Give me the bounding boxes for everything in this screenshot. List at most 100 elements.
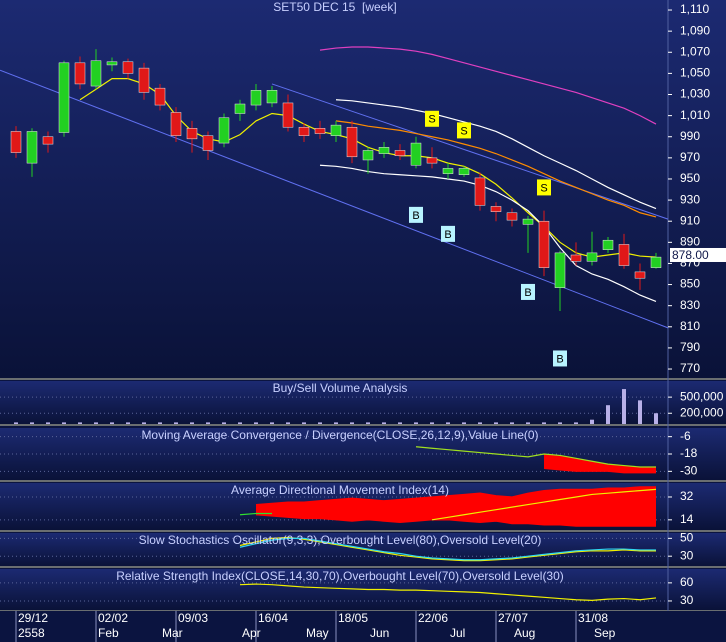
bar xyxy=(270,422,274,424)
x-tick-label: 22/06 xyxy=(418,611,448,625)
line xyxy=(239,536,656,562)
y-tick-label: -30 xyxy=(680,464,698,478)
bar xyxy=(94,422,98,424)
bar xyxy=(398,422,402,424)
y-tick-label: 930 xyxy=(680,192,700,206)
bar xyxy=(350,422,354,424)
bar xyxy=(382,422,386,424)
bar xyxy=(526,422,530,424)
signal-box xyxy=(441,225,455,242)
bar xyxy=(14,422,18,424)
candle-body xyxy=(538,220,550,268)
x-tick-label: 09/03 xyxy=(178,611,208,625)
candle-body xyxy=(634,271,646,279)
bar xyxy=(654,413,658,424)
line xyxy=(415,446,656,468)
bar xyxy=(238,422,242,424)
bar xyxy=(638,400,642,424)
x-month-label: Apr xyxy=(242,626,261,640)
candle-body xyxy=(554,252,566,288)
x-tick-label: 18/05 xyxy=(338,611,368,625)
candle-body xyxy=(570,254,582,262)
y-tick-label: 500,000 xyxy=(680,389,724,403)
candle-body xyxy=(234,103,246,114)
panel-title: Buy/Sell Volume Analysis xyxy=(273,381,408,395)
line xyxy=(239,583,657,601)
candle-body xyxy=(26,131,38,164)
x-month-label: Mar xyxy=(162,626,183,640)
line xyxy=(543,467,656,474)
y-tick-label: 1,030 xyxy=(680,87,710,101)
candle-body xyxy=(602,239,614,250)
bar xyxy=(590,419,594,424)
x-tick-label: 02/02 xyxy=(98,611,128,625)
panel-bg xyxy=(0,0,726,378)
candle-body xyxy=(426,157,438,164)
signal-label: S xyxy=(540,182,547,194)
bar xyxy=(462,422,466,424)
y-tick-label: 850 xyxy=(680,277,700,291)
y-tick-label: 890 xyxy=(680,234,700,248)
y-tick-label: 830 xyxy=(680,298,700,312)
bar xyxy=(126,422,130,424)
bar xyxy=(622,389,626,424)
y-tick-label: 1,110 xyxy=(680,2,709,16)
signal-box xyxy=(457,122,471,139)
x-tick-label: 27/07 xyxy=(498,611,528,625)
candle-body xyxy=(266,90,278,104)
y-tick-label: 1,090 xyxy=(680,23,710,37)
candle-body xyxy=(298,126,310,136)
signal-label: B xyxy=(556,353,563,365)
x-month-label: 2558 xyxy=(18,626,45,640)
candle-body xyxy=(74,62,86,85)
signal-box xyxy=(425,110,439,127)
line xyxy=(431,488,657,521)
bar xyxy=(430,422,434,424)
y-tick-label: 30 xyxy=(680,548,694,562)
x-month-label: May xyxy=(306,626,329,640)
candle-body xyxy=(346,126,358,158)
bar xyxy=(446,422,450,424)
bar xyxy=(110,422,114,424)
x-tick-label: 16/04 xyxy=(258,611,288,625)
y-tick-label: 50 xyxy=(680,531,694,545)
panel-title: Moving Average Convergence / Divergence(… xyxy=(141,428,538,442)
bar xyxy=(254,422,258,424)
signal-label: B xyxy=(524,287,531,299)
y-tick-label: 990 xyxy=(680,129,700,143)
bar xyxy=(574,422,578,424)
x-month-label: Sep xyxy=(594,626,616,640)
bar xyxy=(62,422,66,424)
band xyxy=(256,486,656,527)
candle-body xyxy=(442,168,454,174)
trendline xyxy=(271,83,669,220)
y-tick-label: -18 xyxy=(680,446,698,460)
y-tick-label: 810 xyxy=(680,319,700,333)
candle-body xyxy=(506,212,518,221)
candle-body xyxy=(314,128,326,134)
candle-body xyxy=(650,256,662,268)
candle-body xyxy=(154,87,166,106)
line xyxy=(319,164,657,303)
y-tick-label: 910 xyxy=(680,213,700,227)
x-month-label: Jul xyxy=(450,626,465,640)
bar xyxy=(302,422,306,424)
y-tick-label: 790 xyxy=(680,340,700,354)
candle-body xyxy=(618,244,630,266)
line xyxy=(239,537,656,561)
line xyxy=(255,514,656,527)
candle-body xyxy=(330,124,342,136)
candle-body xyxy=(250,90,262,106)
y-tick-label: 950 xyxy=(680,171,700,185)
line xyxy=(335,120,657,218)
band xyxy=(544,454,656,473)
y-tick-label: 1,010 xyxy=(680,108,710,122)
candle-body xyxy=(90,60,102,87)
bar xyxy=(78,422,82,424)
candle-body xyxy=(42,136,54,145)
bar xyxy=(142,422,146,424)
x-tick-label: 29/12 xyxy=(18,611,48,625)
signal-label: B xyxy=(444,229,451,241)
